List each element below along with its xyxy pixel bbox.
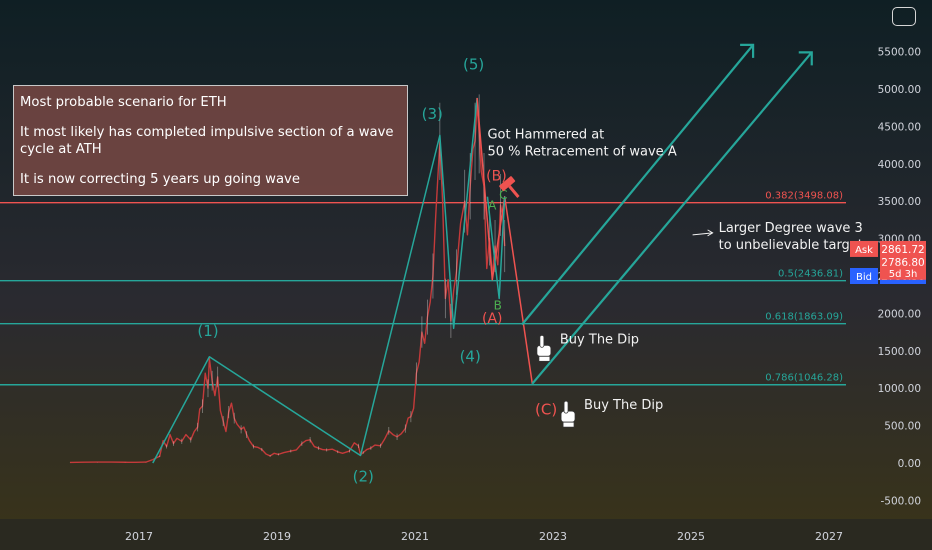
wave-label: (1) xyxy=(197,322,218,340)
callout-arrow xyxy=(692,232,713,236)
x-tick-label: 2021 xyxy=(401,530,429,543)
hand-pointer-icon xyxy=(536,334,552,362)
countdown-bg xyxy=(880,265,926,280)
wave-label: (C) xyxy=(535,400,557,418)
hand-pointer-icon xyxy=(560,400,576,428)
y-tick-label: -500.00 xyxy=(880,495,921,507)
wave-label: (3) xyxy=(422,105,443,123)
price-tag-label: Ask xyxy=(855,245,873,256)
target-arrowhead xyxy=(798,51,813,66)
fib-level-label: 0.786(1046.28) xyxy=(765,373,843,384)
x-axis-band xyxy=(0,519,932,550)
wave-label: (4) xyxy=(460,347,481,365)
target-arrowhead xyxy=(740,43,755,58)
price-tag-countdown-text: 5d 3h xyxy=(889,269,918,280)
note-line-2: It is now correcting 5 years up going wa… xyxy=(20,172,300,187)
callout-text: Buy The Dip xyxy=(560,332,639,347)
wave-label: C xyxy=(499,188,507,202)
y-tick-label: 4000.00 xyxy=(878,159,921,171)
y-tick-label: 3500.00 xyxy=(878,196,921,208)
eth-price-line xyxy=(69,103,506,464)
x-tick-label: 2023 xyxy=(539,530,567,543)
y-tick-label: 5000.00 xyxy=(878,84,921,96)
wave-label: B xyxy=(494,299,502,313)
price-tag-label-bg xyxy=(850,268,878,284)
x-tick-label: 2017 xyxy=(125,530,153,543)
x-tick-label: 2027 xyxy=(815,530,843,543)
wave-count-line xyxy=(521,44,754,326)
callout-text: Buy The Dip xyxy=(584,398,663,413)
note-line-1: It most likely has completed impulsive s… xyxy=(20,125,394,157)
x-tick-label: 2025 xyxy=(677,530,705,543)
x-tick-label: 2019 xyxy=(263,530,291,543)
note-title: Most probable scenario for ETH xyxy=(20,95,227,110)
callout-text: 50 % Retracement of wave A xyxy=(487,144,676,159)
y-tick-label: 0.00 xyxy=(898,458,921,470)
callout-text: Larger Degree wave 3 xyxy=(719,221,863,236)
y-tick-label: 4500.00 xyxy=(878,121,921,133)
wave-count-line xyxy=(476,97,534,384)
wave-count-line xyxy=(486,196,506,300)
wave-label: (2) xyxy=(353,468,374,486)
callout-arrow-head xyxy=(707,229,714,237)
wave-count-line xyxy=(531,51,813,385)
price-tag-label: Bid xyxy=(856,272,872,283)
price-tag-value-bg xyxy=(880,240,926,257)
callout-text: to unbelievable targets xyxy=(719,238,870,253)
wave-label: A xyxy=(488,198,497,212)
y-tick-label: 1500.00 xyxy=(878,346,921,358)
fullscreen-window-icon[interactable] xyxy=(892,7,916,26)
wave-label: (5) xyxy=(463,56,484,74)
price-tag-label-bg xyxy=(850,240,878,257)
y-tick-label: 1000.00 xyxy=(878,383,921,395)
y-tick-label: 5500.00 xyxy=(878,47,921,59)
wave-label: (A) xyxy=(482,311,503,327)
fib-level-label: 0.618(1863.09) xyxy=(765,312,843,323)
fib-level-label: 0.5(2436.81) xyxy=(778,269,843,280)
wave-count-line xyxy=(152,97,478,464)
price-tag-value: 2861.72 xyxy=(881,244,924,256)
y-tick-label: 500.00 xyxy=(884,421,921,433)
hammer-icon xyxy=(499,176,520,198)
scenario-note: Most probable scenario for ETH It most l… xyxy=(13,85,408,196)
callout-text: Got Hammered at xyxy=(487,127,604,142)
fib-level-label: 0.382(3498.08) xyxy=(765,191,843,202)
y-tick-label: 2000.00 xyxy=(878,308,921,320)
wave-label: (B) xyxy=(486,168,507,184)
